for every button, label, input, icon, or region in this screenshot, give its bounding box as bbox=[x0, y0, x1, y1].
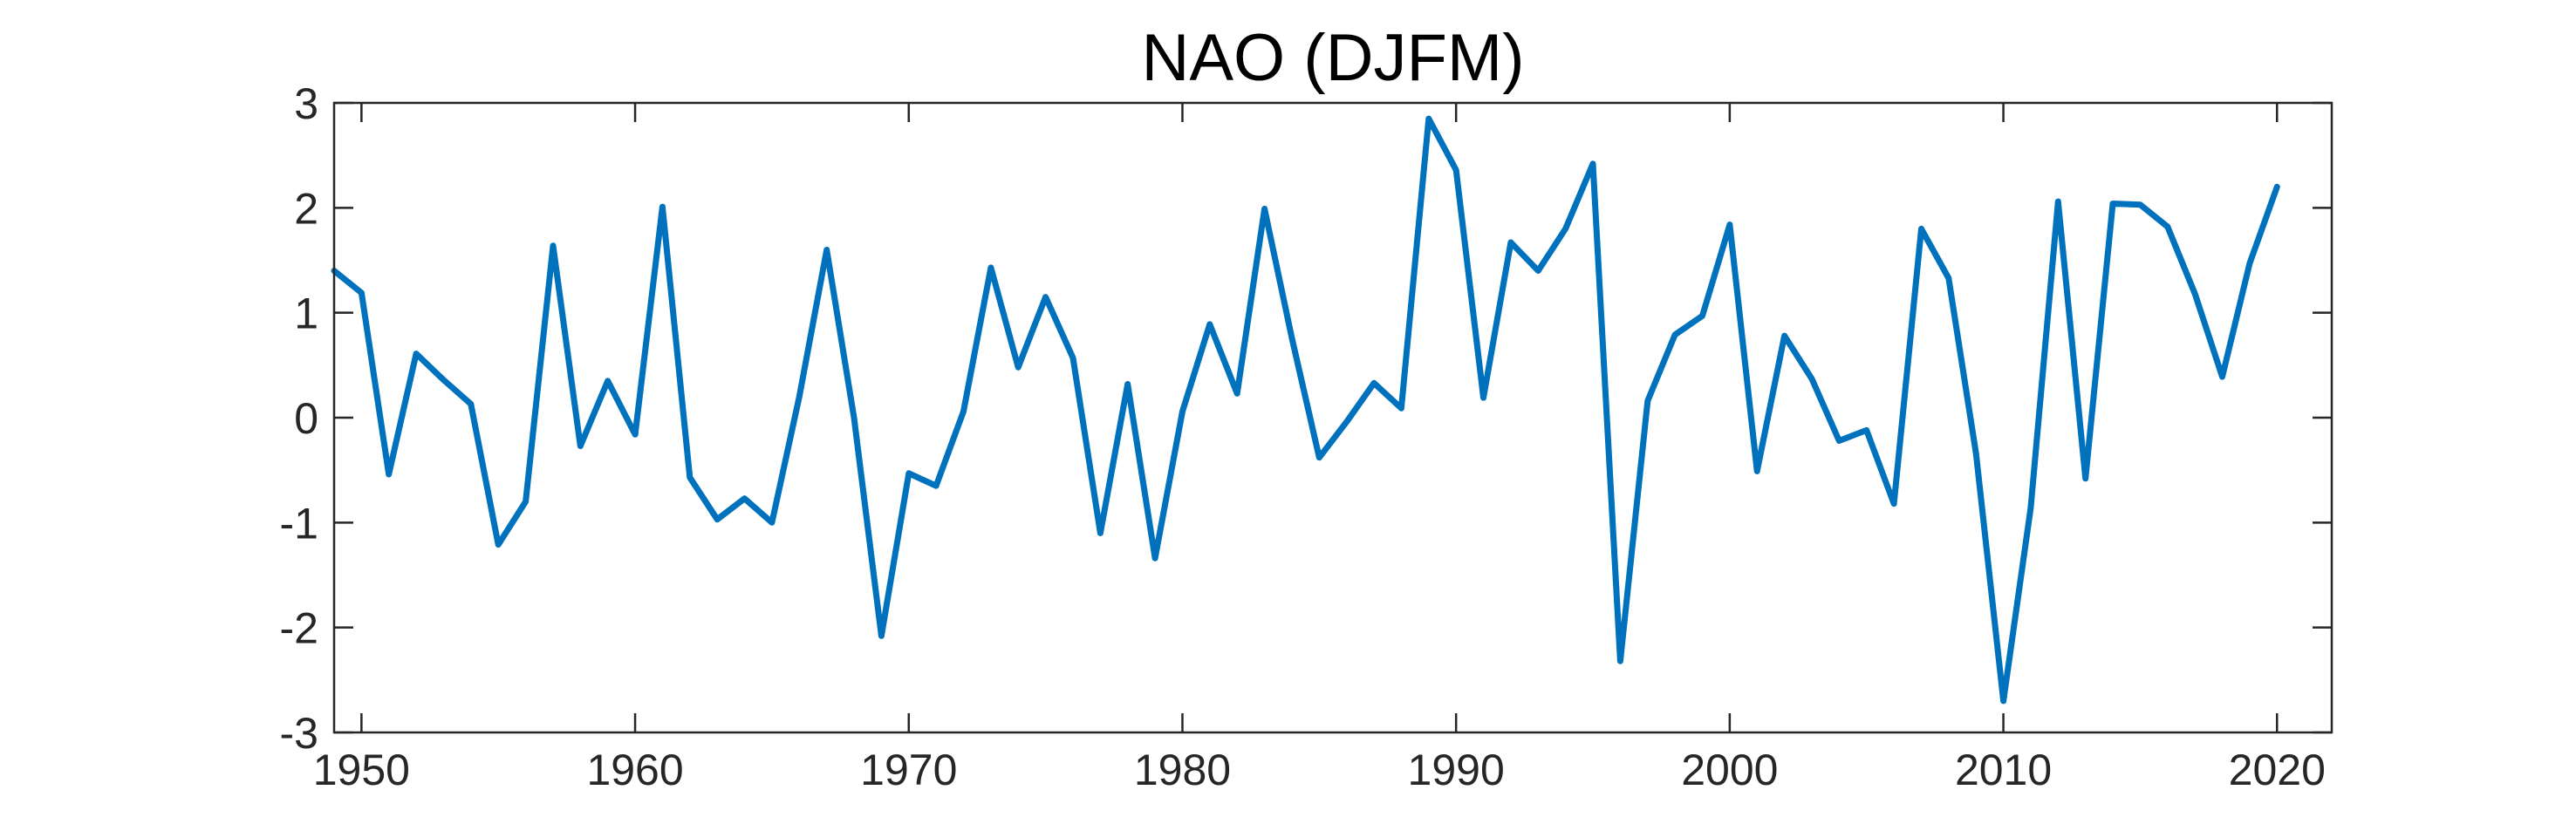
y-tick-label: 1 bbox=[294, 289, 318, 338]
y-tick-label: -3 bbox=[280, 709, 318, 758]
series-layer bbox=[331, 115, 2280, 705]
x-tick-label: 2020 bbox=[2229, 746, 2326, 794]
y-tick-label: -1 bbox=[280, 499, 318, 548]
x-tick-label: 1990 bbox=[1408, 746, 1505, 794]
chart-title: NAO (DJFM) bbox=[1141, 21, 1524, 95]
x-tick-label: 1950 bbox=[313, 746, 410, 794]
x-tick-labels: 1950 1960 1970 1980 1990 2000 2010 2020 bbox=[313, 746, 2326, 794]
y-tick-labels: -3 -2 -1 0 1 2 3 bbox=[280, 79, 318, 758]
x-tick-label: 1980 bbox=[1134, 746, 1231, 794]
y-tick-label: -2 bbox=[280, 604, 318, 653]
x-tick-marks bbox=[360, 103, 2279, 732]
nao-series-line bbox=[331, 115, 2280, 705]
y-tick-label: 0 bbox=[294, 394, 318, 443]
x-tick-label: 2000 bbox=[1681, 746, 1778, 794]
axes-box bbox=[332, 101, 2333, 734]
x-tick-label: 1960 bbox=[586, 746, 683, 794]
y-tick-marks bbox=[334, 101, 2332, 734]
x-tick-label: 2010 bbox=[1955, 746, 2052, 794]
y-tick-label: 2 bbox=[294, 184, 318, 233]
y-tick-label: 3 bbox=[294, 79, 318, 128]
x-tick-label: 1970 bbox=[860, 746, 957, 794]
